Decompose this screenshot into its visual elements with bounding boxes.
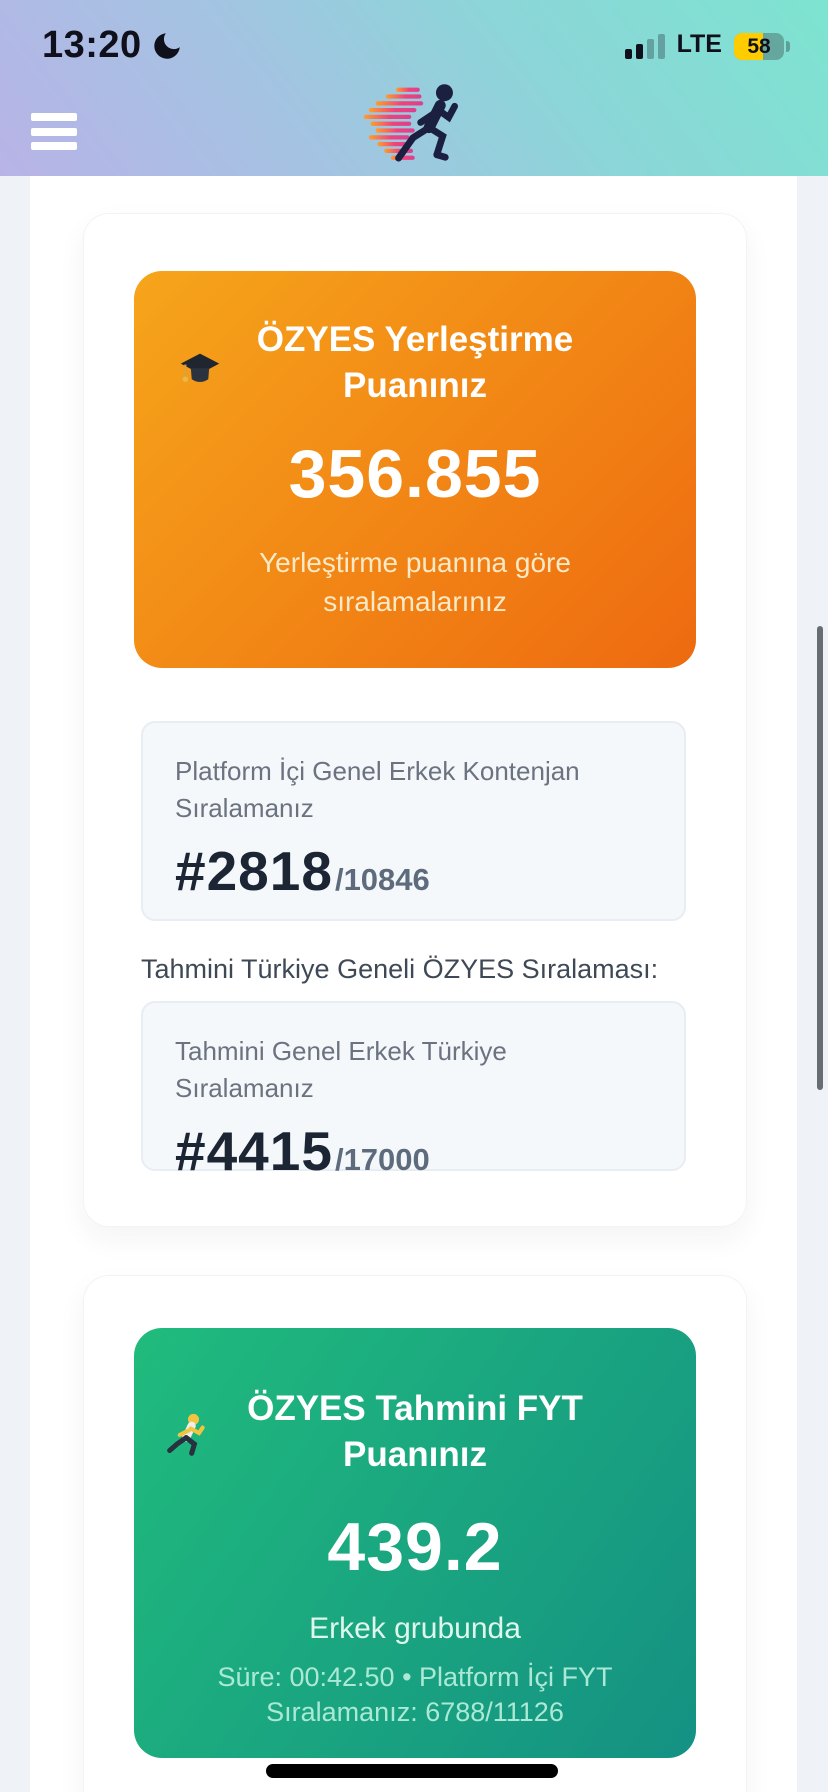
cellular-signal-icon <box>624 33 665 60</box>
turkey-section-label: Tahmini Türkiye Geneli ÖZYES Sıralaması: <box>141 954 659 984</box>
app-header: 13:20 LTE 58 <box>0 0 828 176</box>
turkey-rank-total: /17000 <box>334 1142 430 1177</box>
menu-button[interactable] <box>31 113 77 150</box>
platform-rank-box: Platform İçi Genel Erkek Kontenjan Sıral… <box>141 721 686 921</box>
placement-score-value: 356.855 <box>288 436 542 512</box>
battery-nub <box>786 41 790 52</box>
speed-runner-logo-icon <box>363 84 459 162</box>
fyt-score-card: ÖZYES Tahmini FYT Puanınız 439.2 Erkek g… <box>83 1275 747 1792</box>
platform-rank-label: Platform İçi Genel Erkek Kontenjan Sıral… <box>175 756 580 823</box>
battery-percent: 58 <box>747 34 771 58</box>
crescent-moon-icon <box>154 33 180 59</box>
battery-fill <box>734 33 763 60</box>
turkey-rank-label: Tahmini Genel Erkek Türkiye Sıralamanız <box>175 1036 507 1103</box>
turkey-rank-box: Tahmini Genel Erkek Türkiye Sıralamanız … <box>141 1001 686 1182</box>
fyt-group-label: Erkek grubunda <box>309 1612 521 1645</box>
fyt-score-panel: ÖZYES Tahmini FYT Puanınız 439.2 Erkek g… <box>134 1328 696 1758</box>
runner-icon <box>167 1413 205 1456</box>
platform-rank-total: /10846 <box>334 862 430 897</box>
graduation-cap-icon <box>180 353 220 382</box>
scrollbar-thumb[interactable] <box>817 626 823 1090</box>
placement-card-subtitle: Yerleştirme puanına göre sıralamalarınız <box>259 547 571 617</box>
platform-rank-value: #2818 <box>175 840 333 902</box>
network-type-label: LTE <box>676 30 722 58</box>
placement-score-card: ÖZYES Yerleştirme Puanınız 356.855 Yerle… <box>83 213 747 1227</box>
home-indicator[interactable] <box>266 1764 558 1778</box>
placement-score-panel: ÖZYES Yerleştirme Puanınız 356.855 Yerle… <box>134 271 696 668</box>
fyt-detail-line1: Süre: 00:42.50 • Platform İçi FYT <box>217 1662 613 1692</box>
battery-icon: 58 <box>734 33 784 60</box>
fyt-score-value: 439.2 <box>327 1509 503 1585</box>
status-time: 13:20 <box>42 23 142 66</box>
fyt-detail-line2: Sıralamanız: 6788/11126 <box>266 1697 564 1727</box>
turkey-rank-value: #4415 <box>175 1120 333 1182</box>
placement-card-title: ÖZYES Yerleştirme Puanınız <box>256 320 574 405</box>
fyt-card-title: ÖZYES Tahmini FYT Puanınız <box>247 1389 583 1474</box>
status-bar: 13:20 LTE 58 <box>42 22 790 68</box>
